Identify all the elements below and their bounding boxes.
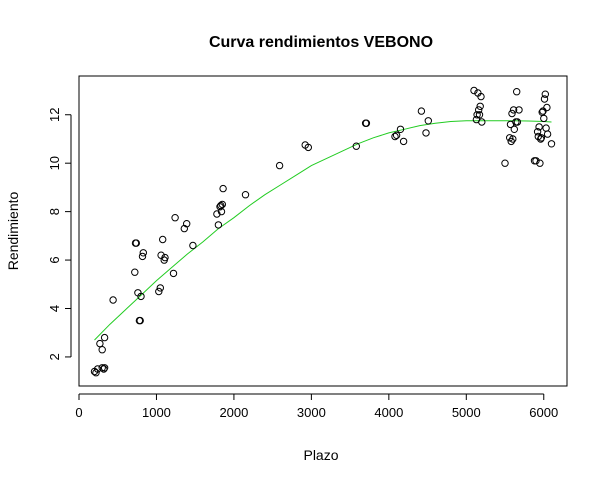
y-tick-label: 8 — [47, 208, 62, 215]
data-point — [218, 200, 227, 209]
data-point — [100, 365, 108, 373]
data-point — [535, 123, 543, 131]
y-tick-label: 12 — [47, 108, 62, 122]
data-point — [109, 296, 117, 304]
data-point — [391, 132, 399, 141]
data-point — [304, 143, 312, 152]
data-point — [138, 252, 147, 261]
data-point — [100, 333, 109, 342]
data-point — [100, 364, 109, 372]
data-point — [161, 253, 169, 262]
data-point — [417, 107, 426, 115]
data-point — [424, 117, 432, 125]
data-point — [159, 235, 167, 244]
data-point — [509, 106, 518, 114]
data-point — [508, 109, 516, 118]
y-tick-label: 10 — [47, 156, 62, 170]
y-tick-label: 6 — [47, 256, 62, 263]
x-tick-label: 4000 — [374, 405, 403, 420]
data-point — [475, 111, 484, 119]
data-point — [216, 203, 224, 211]
data-point — [396, 125, 405, 134]
data-point — [512, 118, 520, 126]
data-point — [183, 220, 191, 228]
fit-curve — [94, 120, 552, 341]
x-tick-label: 5000 — [452, 405, 481, 420]
data-point — [475, 106, 483, 114]
data-point — [547, 140, 556, 148]
data-point — [473, 111, 481, 119]
data-point — [171, 214, 179, 222]
data-point — [476, 102, 484, 111]
data-point — [537, 134, 546, 142]
data-point — [137, 292, 145, 301]
data-point — [96, 339, 104, 348]
x-tick-label: 1000 — [142, 405, 171, 420]
data-point — [477, 92, 485, 101]
data-point — [219, 184, 227, 193]
data-point — [540, 95, 549, 103]
data-point — [214, 221, 223, 229]
data-point — [542, 124, 550, 132]
data-point — [543, 103, 551, 112]
data-point — [156, 284, 165, 292]
data-point — [189, 241, 197, 250]
data-point — [510, 125, 518, 134]
data-point — [509, 135, 517, 143]
data-point — [92, 369, 100, 377]
data-point — [399, 137, 408, 146]
data-point — [392, 131, 401, 140]
y-axis: 2 4 6 8 10 12 — [47, 108, 72, 361]
data-point — [532, 157, 540, 165]
data-point — [537, 135, 545, 143]
data-point — [470, 86, 478, 95]
x-tick-label: 3000 — [297, 405, 326, 420]
data-point — [533, 128, 542, 136]
data-point — [543, 130, 552, 138]
data-point — [362, 119, 371, 127]
data-point — [540, 114, 548, 123]
y-tick-label: 4 — [47, 305, 62, 312]
x-axis: 0 1000 2000 3000 4000 5000 6000 — [75, 393, 558, 420]
data-point — [352, 142, 360, 150]
data-point — [513, 118, 522, 126]
data-points — [90, 86, 556, 377]
data-point — [513, 88, 521, 96]
x-tick-label: 2000 — [219, 405, 248, 420]
data-point — [98, 364, 106, 372]
data-point — [131, 268, 139, 276]
data-point — [541, 90, 549, 98]
data-point — [217, 207, 226, 216]
data-point — [275, 161, 284, 170]
data-point — [241, 191, 250, 199]
x-axis-label: Plazo — [303, 447, 338, 463]
x-tick-label: 0 — [75, 405, 82, 420]
y-tick-label: 2 — [47, 353, 62, 360]
x-tick-label: 6000 — [529, 405, 558, 420]
data-point — [213, 210, 221, 218]
data-point — [155, 287, 163, 296]
y-axis-label: Rendimiento — [5, 191, 21, 270]
data-point — [536, 159, 544, 167]
data-point — [98, 346, 106, 354]
plot-frame — [78, 75, 568, 387]
chart-title: Curva rendimientos VEBONO — [209, 34, 433, 51]
data-point — [169, 269, 178, 278]
data-point — [515, 106, 523, 114]
data-point — [139, 249, 148, 257]
data-point — [501, 159, 509, 167]
data-point — [478, 118, 486, 126]
data-point — [422, 129, 430, 137]
data-point — [132, 239, 141, 247]
data-point — [136, 316, 144, 325]
